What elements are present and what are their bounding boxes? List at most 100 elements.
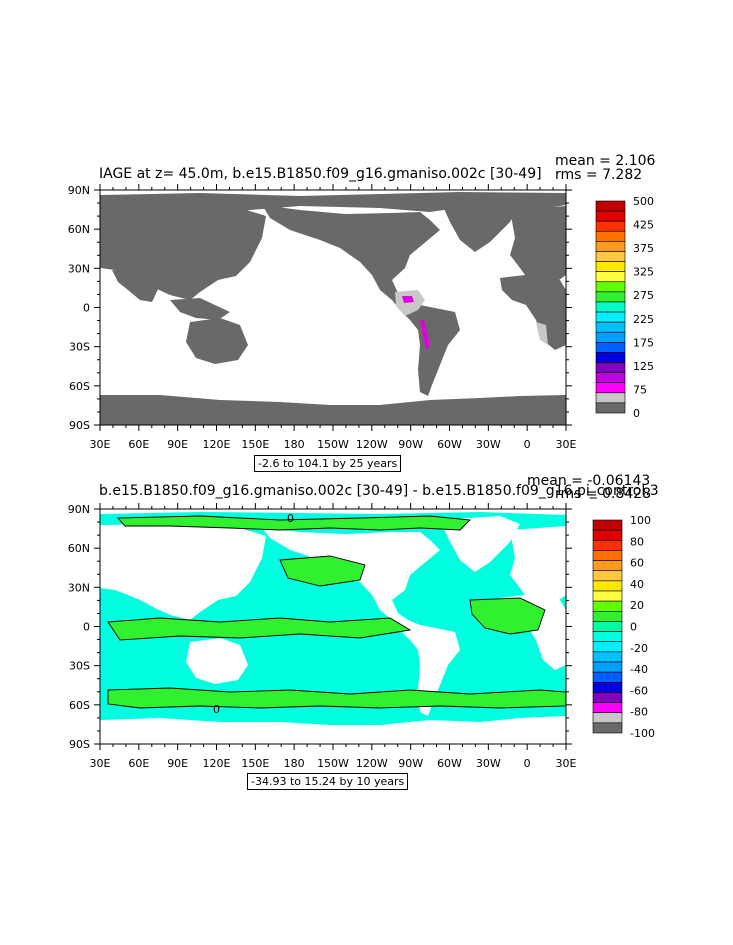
panel1-land-australia <box>186 318 248 364</box>
panel1-land-greenland <box>440 196 520 252</box>
panel2-lat-label: 90S <box>69 738 90 751</box>
panel1-lat-label: 0 <box>83 302 90 315</box>
panel1-colorbar-label: 375 <box>633 242 654 255</box>
panel2-lat-label: 30N <box>68 581 90 594</box>
panel2-lon-label: 0 <box>524 757 531 770</box>
panel2-lon-label: 60E <box>128 757 149 770</box>
panel1-coast-patch-2 <box>536 322 548 345</box>
panel2-lat-label: 60N <box>68 542 90 555</box>
panel1-colorbar-label: 75 <box>633 383 647 396</box>
panel1-colorbar-label: 0 <box>633 407 640 420</box>
panel1-lon-label: 30E <box>90 438 111 451</box>
panel2-contour-3 <box>469 597 546 635</box>
panel2-lon-label: 180 <box>284 757 305 770</box>
panel2-lon-label: 120E <box>203 757 231 770</box>
panel2-positive-atlantic <box>470 598 545 634</box>
panel2-land-antarctica <box>100 716 566 744</box>
panel1-lon-label: 180 <box>284 438 305 451</box>
panel1-land-americas <box>262 205 460 396</box>
panel1-colorbar-swatch <box>595 402 626 414</box>
panel2-land-eurasia <box>100 524 266 620</box>
panel1-lon-label: 30E <box>556 438 577 451</box>
panel2-land-arctic <box>100 509 566 515</box>
panel2-positive-pacific <box>280 556 365 586</box>
panel1-land-sea <box>170 298 230 320</box>
panel2-lon-label: 90E <box>167 757 188 770</box>
panel2-lon-label: 150W <box>317 757 349 770</box>
panel2-contour-label-2: 0 <box>213 703 220 716</box>
panel1-lat-label: 60S <box>69 380 90 393</box>
panel2-colorbar-swatch <box>592 722 623 734</box>
panel2-contour-5 <box>279 555 366 587</box>
panel2-colorbar-label: 100 <box>630 514 651 527</box>
panel2-lon-label: 150E <box>241 757 269 770</box>
panel1-title: IAGE at z= 45.0m, b.e15.B1850.f09_g16.gm… <box>99 166 542 182</box>
panel1-mean: mean = 2.106 <box>555 153 656 169</box>
panel2-lon-label: 120W <box>356 757 388 770</box>
panel2-lon-label: 60W <box>437 757 462 770</box>
panel1-lon-label: 150W <box>317 438 349 451</box>
panel1-land-india <box>112 270 160 302</box>
panel1-lon-label: 30W <box>476 438 501 451</box>
panel1-colorbar-label: 275 <box>633 289 654 302</box>
panel1-lon-label: 60W <box>437 438 462 451</box>
panel2-lat-label: 30S <box>69 660 90 673</box>
panel2-lon-label: 30E <box>556 757 577 770</box>
panel1-lon-label: 90E <box>167 438 188 451</box>
panel2-mean: mean = -0.06143 <box>527 473 651 489</box>
panel1-lon-label: 120W <box>356 438 388 451</box>
panel2-colorbar-label: -40 <box>630 663 648 676</box>
panel2-rms: rms = 0.8428 <box>555 486 652 502</box>
panel2-contour-1 <box>117 515 471 531</box>
panel1-lat-label: 30N <box>68 262 90 275</box>
panel1-land-europe <box>510 206 566 290</box>
panel2-colorbar-label: 60 <box>630 557 644 570</box>
panel1-coast-patch <box>420 320 430 350</box>
panel2-range-label: -34.93 to 15.24 by 10 years <box>247 773 409 790</box>
panel1-lat-label: 60N <box>68 223 90 236</box>
panel1-colorbar-label: 125 <box>633 360 654 373</box>
panel1-lon-label: 0 <box>524 438 531 451</box>
panel2-title: b.e15.B1850.f09_g16.gmaniso.002c [30-49]… <box>99 483 659 499</box>
panel1-land-africa <box>500 275 566 350</box>
panel1-rms: rms = 7.282 <box>555 167 643 183</box>
panel2-colorbar-label: 20 <box>630 599 644 612</box>
panel2-lon-label: 30W <box>476 757 501 770</box>
panel2-lon-label: 30E <box>90 757 111 770</box>
panel1-lon-label: 120E <box>203 438 231 451</box>
panel1-colorbar-label: 500 <box>633 195 654 208</box>
panel1-range-label: -2.6 to 104.1 by 25 years <box>254 455 402 472</box>
panel1-lon-label: 60E <box>128 438 149 451</box>
panel2-contour-2 <box>107 617 412 641</box>
panel1-colorbar-label: 425 <box>633 219 654 232</box>
panel2-lat-label: 90N <box>68 503 90 516</box>
panel1-lat-label: 90N <box>68 184 90 197</box>
panel2-land-europe <box>510 526 566 610</box>
panel1-colorbar-label: 175 <box>633 336 654 349</box>
panel2-lat-label: 60S <box>69 699 90 712</box>
panel2-land-australia <box>186 638 248 684</box>
panel1-lat-label: 30S <box>69 341 90 354</box>
panel1-colorbar-label: 225 <box>633 313 654 326</box>
panel1-land-antarctica <box>100 395 566 425</box>
panel2-colorbar-label: -80 <box>630 706 648 719</box>
panel2-colorbar-label: 40 <box>630 578 644 591</box>
panel1-accent-patch <box>402 296 414 303</box>
panel2-colorbar-label: 80 <box>630 535 644 548</box>
panel2-positive-north <box>118 516 470 530</box>
panel2-colorbar-label: 0 <box>630 621 637 634</box>
panel2-positive-eq <box>108 618 410 640</box>
panel2-lat-label: 0 <box>83 621 90 634</box>
panel1-colorbar-label: 325 <box>633 266 654 279</box>
panel2-colorbar-label: -100 <box>630 727 655 740</box>
panel2-lon-label: 90W <box>398 757 423 770</box>
panel2-colorbar-label: -60 <box>630 684 648 697</box>
panel1-lon-label: 90W <box>398 438 423 451</box>
panel1-lat-label: 90S <box>69 419 90 432</box>
panel1-lon-label: 150E <box>241 438 269 451</box>
